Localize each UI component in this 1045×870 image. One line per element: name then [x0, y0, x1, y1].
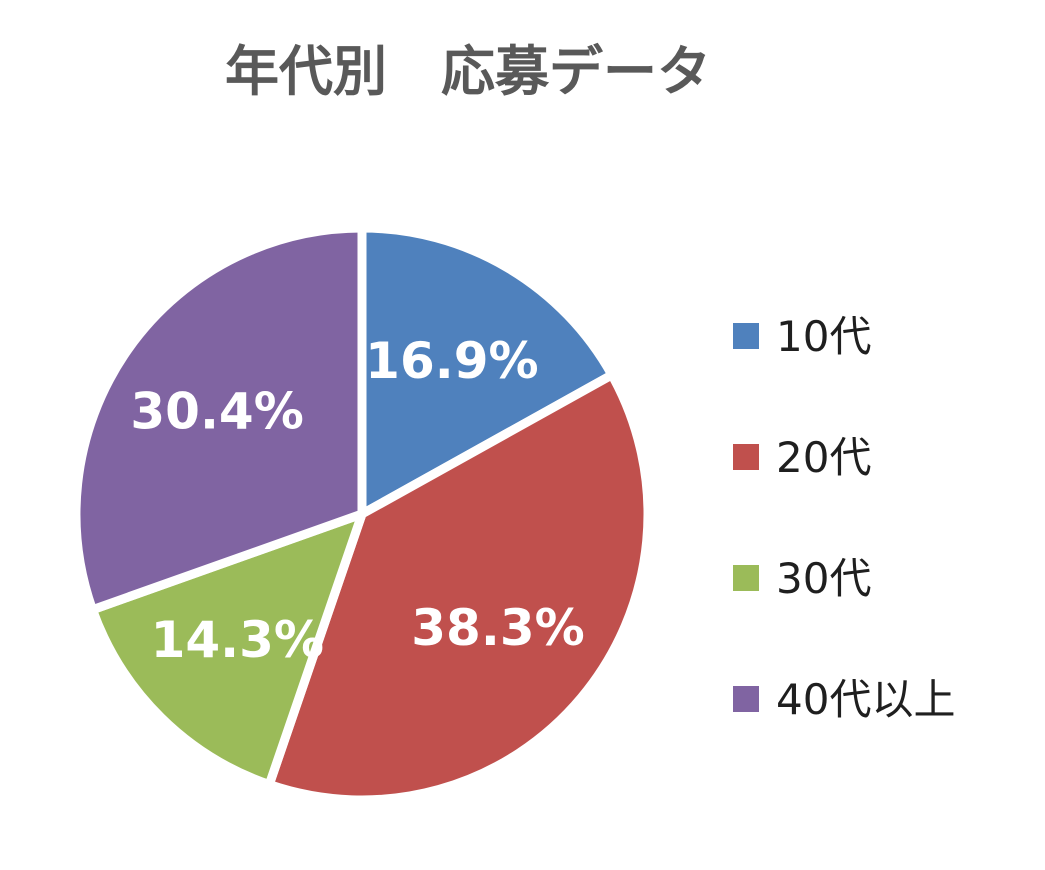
legend-label-2: 20代 — [776, 433, 871, 482]
legend-label-4: 40代以上 — [776, 675, 955, 724]
data-label-slice-1: 16.9% — [365, 332, 538, 390]
legend-label-3: 30代 — [776, 554, 871, 603]
data-label-slice-4: 30.4% — [130, 383, 303, 441]
pie-slice-2 — [264, 370, 653, 805]
pie-slice-1 — [357, 223, 617, 519]
pie-slices — [71, 223, 653, 805]
data-label-slice-2: 38.3% — [411, 599, 584, 657]
data-label-slice-3: 14.3% — [151, 611, 324, 669]
legend-swatch-2 — [733, 444, 759, 470]
chart-legend: 10代 20代 30代 40代以上 — [733, 312, 955, 724]
pie-slice-3 — [87, 509, 367, 790]
pie-slice-4 — [71, 223, 367, 615]
chart-title: 年代別 応募データ — [225, 40, 711, 103]
legend-swatch-4 — [733, 686, 759, 712]
legend-label-1: 10代 — [776, 312, 871, 361]
pie-data-labels: 16.9% 38.3% 14.3% 30.4% — [130, 332, 584, 669]
legend-swatch-3 — [733, 565, 759, 591]
legend-swatch-1 — [733, 323, 759, 349]
